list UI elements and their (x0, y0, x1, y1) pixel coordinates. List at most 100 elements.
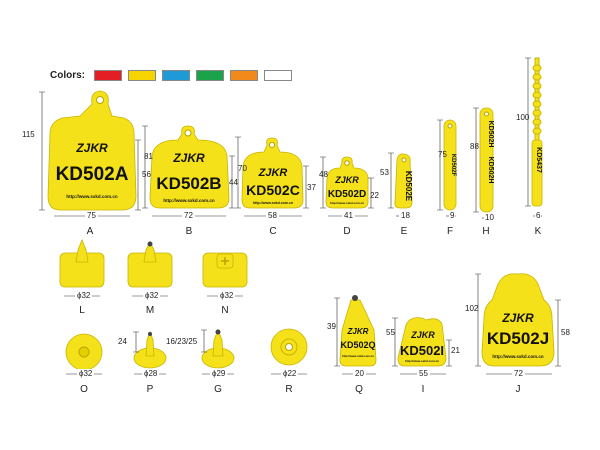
tag-b-inner-height-label: 44 (229, 178, 238, 187)
tag-i-letter: I (421, 384, 425, 395)
tag-a-model: KD502A (56, 164, 129, 185)
tag-n (202, 252, 248, 288)
color-swatch (264, 70, 292, 81)
tag-d-body (325, 156, 369, 209)
tag-o-diameter-label: ϕ32 (77, 369, 95, 378)
tag-c-hole (268, 141, 276, 149)
tag-l-spike (75, 238, 89, 263)
color-swatch (94, 70, 122, 81)
tag-i-width-label: 55 (417, 369, 430, 378)
tag-l (59, 238, 105, 288)
tag-b-url: http://www.sxkd.com.cn (163, 198, 215, 203)
tag-l-diameter-label: ϕ32 (75, 291, 93, 300)
tag-f-model: KD502F (450, 154, 456, 177)
tag-n-diameter-label: ϕ32 (218, 291, 236, 300)
tag-f-width-label: 9 (449, 211, 456, 220)
tag-k-bead (532, 73, 542, 81)
color-swatch (162, 70, 190, 81)
tag-j-body (481, 273, 555, 367)
tag-a-width-label: 75 (85, 211, 98, 220)
tag-d: ZJKR KD502D http://www.sxkd.com.cn (325, 156, 369, 209)
tag-q-url: http://www.sxkd.com.cn (342, 354, 374, 358)
tag-q-model: KD502Q (340, 340, 375, 350)
tag-c-body (241, 137, 304, 209)
tag-g-letter: G (214, 384, 222, 395)
tag-q-height-label: 39 (327, 322, 336, 331)
tag-b-height-label: 81 (144, 152, 153, 161)
tag-d-hole (344, 160, 350, 166)
tag-m-letter: M (145, 305, 155, 316)
tag-o-letter: O (80, 384, 88, 395)
tag-d-width-label: 41 (342, 211, 355, 220)
tag-b-letter: B (185, 226, 193, 237)
tag-e-model: KD502E (404, 171, 413, 202)
tag-g-diameter-label: ϕ29 (210, 369, 228, 378)
tag-g (201, 328, 235, 369)
tag-i-body (397, 317, 447, 367)
tag-k-bead (532, 118, 542, 126)
tag-k-model: KD5437 (535, 147, 542, 173)
tag-c-url: http://www.sxkd.com.cn (253, 201, 293, 205)
tag-i-brand: ZJKR (410, 330, 435, 340)
tag-i-inner-height-label: 21 (451, 346, 460, 355)
tag-r-ring (280, 338, 298, 356)
tag-e-body (394, 153, 413, 209)
tag-h-hole (484, 111, 489, 117)
tag-n-cross (221, 257, 229, 265)
tag-g-spike (212, 328, 224, 357)
tag-q-width-label: 20 (353, 369, 366, 378)
tag-i-height-label: 55 (386, 328, 395, 337)
color-swatch (128, 70, 156, 81)
tag-k-letter: K (534, 226, 542, 237)
tag-b-hole (184, 129, 192, 137)
tag-j: ZJKR KD502J http://www.sxkd.com.cn (481, 273, 555, 367)
tag-p-spike (145, 330, 155, 357)
tag-c: ZJKR KD502C http://www.sxkd.com.cn (241, 137, 304, 209)
tag-q-tip (352, 295, 358, 301)
tag-d-height-label: 48 (319, 170, 328, 179)
tag-e-letter: E (400, 226, 408, 237)
tag-j-inner-height-label: 58 (561, 328, 570, 337)
tag-d-inner-height-label: 22 (370, 191, 379, 200)
tag-p-letter: P (146, 384, 154, 395)
tag-c-inner-height-label: 37 (307, 183, 316, 192)
tag-b-brand: ZJKR (172, 151, 205, 165)
color-swatch (230, 70, 258, 81)
tag-a-url: http://www.sxkd.com.cn (66, 194, 118, 199)
tag-a: ZJKR KD502A http://www.sxkd.com.cn (47, 90, 137, 211)
tag-h: KD502H KD502H (479, 107, 494, 213)
tag-f-hole (447, 123, 453, 129)
tag-h-model-bottom: KD502H (487, 157, 494, 184)
tag-r-letter: R (285, 384, 293, 395)
tag-p-height-label: 24 (118, 337, 127, 346)
tag-q-brand: ZJKR (347, 327, 369, 336)
tag-k-bead (532, 91, 542, 99)
colors-label: Colors: (50, 70, 85, 81)
tag-i-url: http://www.sxkd.com.cn (405, 359, 439, 363)
tag-h-body (479, 107, 494, 213)
tag-d-letter: D (343, 226, 351, 237)
tag-k-bead (532, 109, 542, 117)
tag-r-diameter-label: ϕ22 (281, 369, 299, 378)
tag-e: KD502E (394, 153, 413, 209)
tag-m-tip (147, 241, 153, 247)
tag-d-url: http://www.sxkd.com.cn (330, 201, 364, 205)
tag-b-model: KD502B (156, 174, 221, 193)
tag-c-height-label: 70 (238, 164, 247, 173)
tag-j-brand: ZJKR (501, 311, 534, 325)
tag-l-letter: L (79, 305, 85, 316)
tag-d-model: KD502D (328, 189, 366, 200)
tag-q: ZJKR KD502Q http://www.sxkd.com.cn (339, 295, 377, 367)
tag-k-bead (532, 64, 542, 72)
tag-c-width-label: 58 (266, 211, 279, 220)
tag-c-letter: C (269, 226, 277, 237)
tag-h-letter: H (482, 226, 490, 237)
tag-e-width-label: 18 (399, 211, 412, 220)
tag-k-bead (532, 100, 542, 108)
tag-g-tip (215, 329, 221, 335)
tag-a-inner-height-label: 56 (142, 170, 151, 179)
tag-m-diameter-label: ϕ32 (143, 291, 161, 300)
tag-k-bead (532, 127, 542, 135)
tag-b-body (149, 125, 230, 209)
tag-a-hole (96, 96, 104, 104)
